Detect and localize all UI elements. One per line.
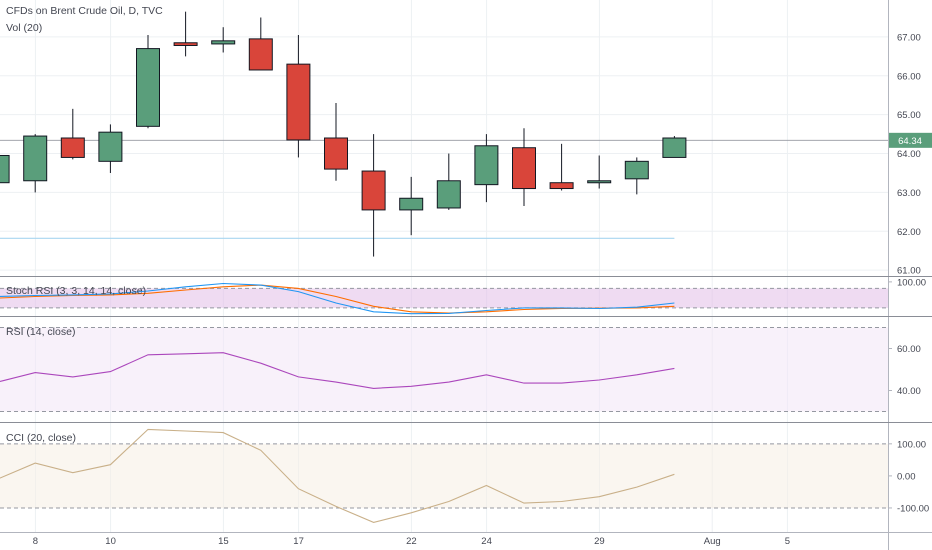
y-tick-label: 64.00 xyxy=(897,149,921,160)
y-tick-label: 66.00 xyxy=(897,71,921,82)
y-tick-label: 60.00 xyxy=(897,344,921,355)
candle-body xyxy=(98,131,123,162)
candle-body xyxy=(23,135,48,182)
y-tick-label: 40.00 xyxy=(897,386,921,397)
candle[interactable] xyxy=(211,27,236,53)
y-tick-label: 63.00 xyxy=(897,188,921,199)
candle-body xyxy=(587,180,612,184)
candle[interactable] xyxy=(60,108,85,160)
candle[interactable] xyxy=(436,153,461,210)
candle-body xyxy=(60,137,85,158)
candle-body xyxy=(286,63,311,141)
candle[interactable] xyxy=(587,155,612,189)
candle[interactable] xyxy=(0,154,10,195)
y-tick-label: 65.00 xyxy=(897,110,921,121)
candle-body xyxy=(624,160,649,180)
y-tick-label: 100.00 xyxy=(897,277,926,288)
x-tick-label: 5 xyxy=(785,536,790,547)
indicator-lines xyxy=(0,282,675,523)
candle-body xyxy=(211,40,236,45)
x-tick-label: 22 xyxy=(406,536,417,547)
y-tick-label: 100.00 xyxy=(897,439,926,450)
candle-body xyxy=(324,137,348,170)
cci-line xyxy=(0,428,675,523)
candle-body xyxy=(0,154,10,184)
y-tick-label: 61.00 xyxy=(897,266,921,277)
volume-label: Vol (20) xyxy=(6,22,43,34)
cci-band xyxy=(0,443,888,508)
chart-title: CFDs on Brent Crude Oil, D, TVC xyxy=(6,5,163,17)
x-tick-label: 24 xyxy=(481,536,492,547)
candle[interactable] xyxy=(662,136,687,158)
candle[interactable] xyxy=(23,134,48,193)
rsi-line xyxy=(0,352,675,389)
candle[interactable] xyxy=(286,34,311,158)
stoch-rsi-label: Stoch RSI (3, 3, 14, 14, close) xyxy=(6,285,147,297)
candlestick-series[interactable] xyxy=(0,11,687,257)
y-axis-ticks: 61.00 62.00 63.00 64.00 65.00 66.00 67.00 100.0… xyxy=(888,32,929,514)
y-tick-label: 0.00 xyxy=(897,471,916,482)
candle[interactable] xyxy=(324,103,348,181)
candle-body xyxy=(361,170,386,211)
y-tick-label: -100.00 xyxy=(897,503,929,514)
stoch-rsi-d-line xyxy=(0,284,675,314)
x-tick-label: 17 xyxy=(293,536,304,547)
x-axis-ticks: 8 10 15 17 22 24 29 Aug 5 xyxy=(33,536,790,547)
rsi-band xyxy=(0,327,888,412)
indicator-backgrounds xyxy=(0,287,888,509)
candle-body xyxy=(662,137,687,158)
y-tick-label: 62.00 xyxy=(897,227,921,238)
last-price-tag xyxy=(888,132,932,148)
reference-lines: 64.34 xyxy=(0,132,932,239)
y-tick-label: 67.00 xyxy=(897,32,921,43)
candle[interactable] xyxy=(399,176,424,236)
x-tick-label: 29 xyxy=(594,536,605,547)
x-tick-label: Aug xyxy=(704,536,721,547)
candle-body xyxy=(173,42,198,46)
candle[interactable] xyxy=(136,34,160,129)
stoch-rsi-k-line xyxy=(0,282,675,315)
candle-body xyxy=(399,197,424,211)
candle[interactable] xyxy=(173,11,198,57)
x-tick-label: 8 xyxy=(33,536,38,547)
last-price-value: 64.34 xyxy=(898,136,922,147)
cci-label: CCI (20, close) xyxy=(6,432,77,444)
candle[interactable] xyxy=(512,128,536,207)
candle[interactable] xyxy=(624,157,649,195)
candle[interactable] xyxy=(474,134,499,203)
stoch-rsi-band xyxy=(0,288,888,308)
candle[interactable] xyxy=(98,124,123,173)
x-tick-label: 10 xyxy=(105,536,116,547)
x-tick-label: 15 xyxy=(218,536,229,547)
candle[interactable] xyxy=(361,134,386,257)
candle-body xyxy=(549,182,574,190)
candle[interactable] xyxy=(248,17,273,71)
candle[interactable] xyxy=(549,143,574,191)
grid-lines xyxy=(0,0,888,532)
candle-body xyxy=(474,145,499,186)
candle-body xyxy=(436,180,461,209)
candle-body xyxy=(136,48,160,127)
candle-body xyxy=(248,38,273,71)
candle-body xyxy=(512,147,536,190)
rsi-label: RSI (14, close) xyxy=(6,326,76,338)
